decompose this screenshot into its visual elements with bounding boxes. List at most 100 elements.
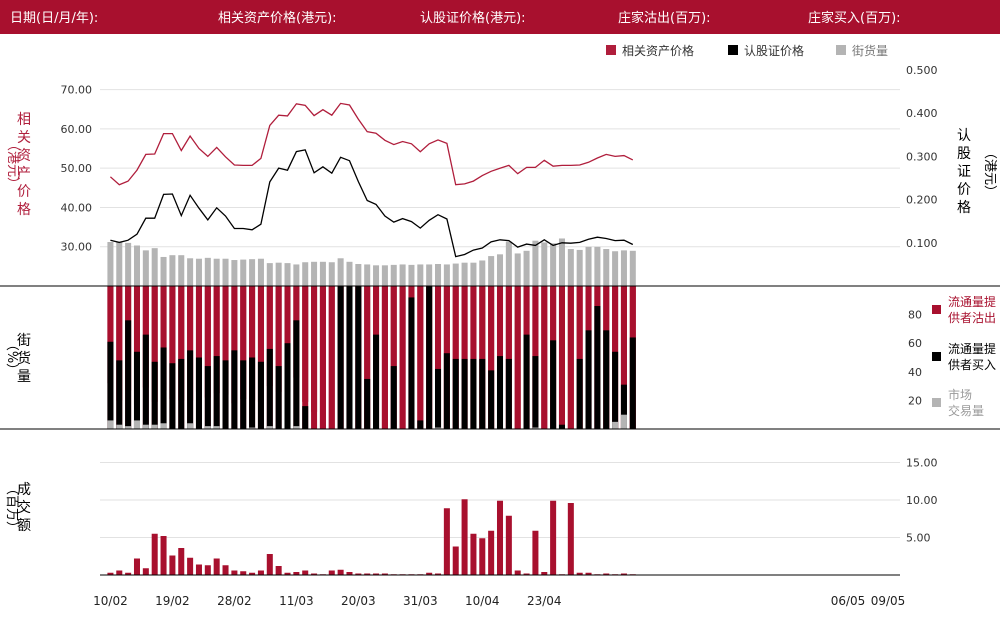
turnover-bar xyxy=(266,554,273,575)
mm-buy-bar xyxy=(532,356,539,429)
market-bar xyxy=(107,420,114,429)
bottom-axis-char: 额 xyxy=(17,518,31,534)
legend-mm-sell-line1: 流通量提 xyxy=(948,294,996,309)
mm-buy-bar xyxy=(293,320,300,429)
turnover-bar xyxy=(461,499,468,575)
left-axis-char: 相 xyxy=(17,112,31,128)
mm-sell-bar xyxy=(328,286,335,429)
outstanding-bar xyxy=(408,264,415,286)
y-mid-tick-label: 60 xyxy=(908,337,922,350)
mm-buy-bar xyxy=(160,347,167,429)
outstanding-bar xyxy=(178,255,185,286)
mm-buy-bar xyxy=(240,360,247,429)
outstanding-bar xyxy=(461,262,468,286)
turnover-bar xyxy=(125,572,132,575)
y-left-tick-label: 40.00 xyxy=(61,201,93,214)
legend-mm-sell-line2: 供者沽出 xyxy=(948,311,996,325)
mm-sell-bar xyxy=(701,286,707,429)
mm-sell-bar xyxy=(319,286,326,429)
mm-buy-bar xyxy=(461,358,468,429)
mm-buy-bar xyxy=(133,351,140,429)
mm-sell-bar xyxy=(169,286,176,429)
outstanding-bar xyxy=(567,249,574,286)
market-bar xyxy=(213,426,220,429)
outstanding-bar xyxy=(195,258,202,286)
mm-sell-bar xyxy=(648,286,654,429)
mm-sell-bar xyxy=(842,286,848,429)
mm-buy-bar xyxy=(373,334,380,429)
legend-underlying-label: 相关资产价格 xyxy=(622,43,694,58)
mid-axis-char: 街 xyxy=(17,333,31,349)
outstanding-bar xyxy=(532,240,539,286)
mm-sell-bar xyxy=(754,286,760,429)
turnover-bar xyxy=(284,572,291,575)
mm-buy-bar xyxy=(620,384,627,429)
x-tick-label: 10/04 xyxy=(465,594,500,608)
turnover-bar xyxy=(107,572,114,575)
mm-buy-bar xyxy=(107,341,114,429)
underlying-price-line xyxy=(109,102,634,186)
mm-sell-bar xyxy=(381,286,388,429)
mm-sell-bar xyxy=(620,286,627,429)
turnover-bar xyxy=(488,530,495,575)
mid-axis-char: 量 xyxy=(17,369,31,385)
turnover-bar xyxy=(231,570,238,575)
outstanding-bar xyxy=(240,259,247,286)
outstanding-bar xyxy=(594,246,601,286)
turnover-bar xyxy=(311,573,318,575)
mm-sell-bar xyxy=(488,286,495,429)
x-tick-label: 19/02 xyxy=(155,594,190,608)
turnover-bar xyxy=(620,573,627,575)
outstanding-bar xyxy=(293,264,300,286)
market-bar xyxy=(187,423,194,429)
outstanding-bar xyxy=(488,256,495,286)
mm-sell-bar xyxy=(452,286,459,429)
mm-sell-bar xyxy=(222,286,229,429)
left-axis-char: 产 xyxy=(17,166,31,182)
turnover-bar xyxy=(470,533,477,575)
mm-sell-bar xyxy=(674,286,680,429)
mm-buy-bar xyxy=(470,358,477,429)
legend-outstanding-label: 街货量 xyxy=(852,43,888,58)
legend-outstanding-swatch xyxy=(836,45,846,55)
turnover-bar xyxy=(160,536,167,575)
outstanding-bar xyxy=(390,264,397,286)
bottom-axis-char: 交 xyxy=(17,499,31,516)
mm-buy-bar xyxy=(116,360,123,429)
mm-buy-bar xyxy=(187,350,194,429)
mm-sell-bar xyxy=(505,286,512,429)
mm-sell-bar xyxy=(399,286,406,429)
outstanding-bar xyxy=(550,243,557,286)
outstanding-bar xyxy=(311,261,318,286)
y-mid-tick-label: 80 xyxy=(908,309,922,322)
mm-sell-bar xyxy=(390,286,397,429)
mm-buy-bar xyxy=(408,297,415,429)
outstanding-bar xyxy=(275,262,282,286)
mm-sell-bar xyxy=(727,286,733,429)
warrant-price-line xyxy=(110,149,634,258)
y-right-tick-label: 0.400 xyxy=(906,107,938,120)
y-mid-tick-label: 20 xyxy=(908,394,922,407)
turnover-bar xyxy=(240,571,247,575)
mm-sell-bar xyxy=(639,286,645,429)
mm-buy-bar xyxy=(195,357,202,429)
outstanding-bar xyxy=(452,263,459,286)
mm-buy-bar xyxy=(629,337,636,429)
legend-warrant-swatch xyxy=(728,45,738,55)
turnover-bar xyxy=(603,573,610,575)
mm-buy-bar xyxy=(231,350,238,429)
header-underlying-label: 相关资产价格(港元): xyxy=(218,10,337,26)
outstanding-bar xyxy=(302,262,309,286)
turnover-bar xyxy=(151,533,158,575)
outstanding-bar xyxy=(629,250,636,286)
turnover-bar xyxy=(479,538,486,575)
x-tick-label: 10/02 xyxy=(93,594,128,608)
turnover-bar xyxy=(222,565,229,575)
mid-axis-char: 货 xyxy=(17,350,31,367)
left-axis-char: 关 xyxy=(17,130,31,146)
y-bottom-tick-label: 10.00 xyxy=(906,494,938,507)
market-bar xyxy=(620,414,627,429)
mm-sell-bar xyxy=(878,286,884,429)
outstanding-bar xyxy=(249,259,256,286)
mm-buy-bar xyxy=(222,360,229,429)
